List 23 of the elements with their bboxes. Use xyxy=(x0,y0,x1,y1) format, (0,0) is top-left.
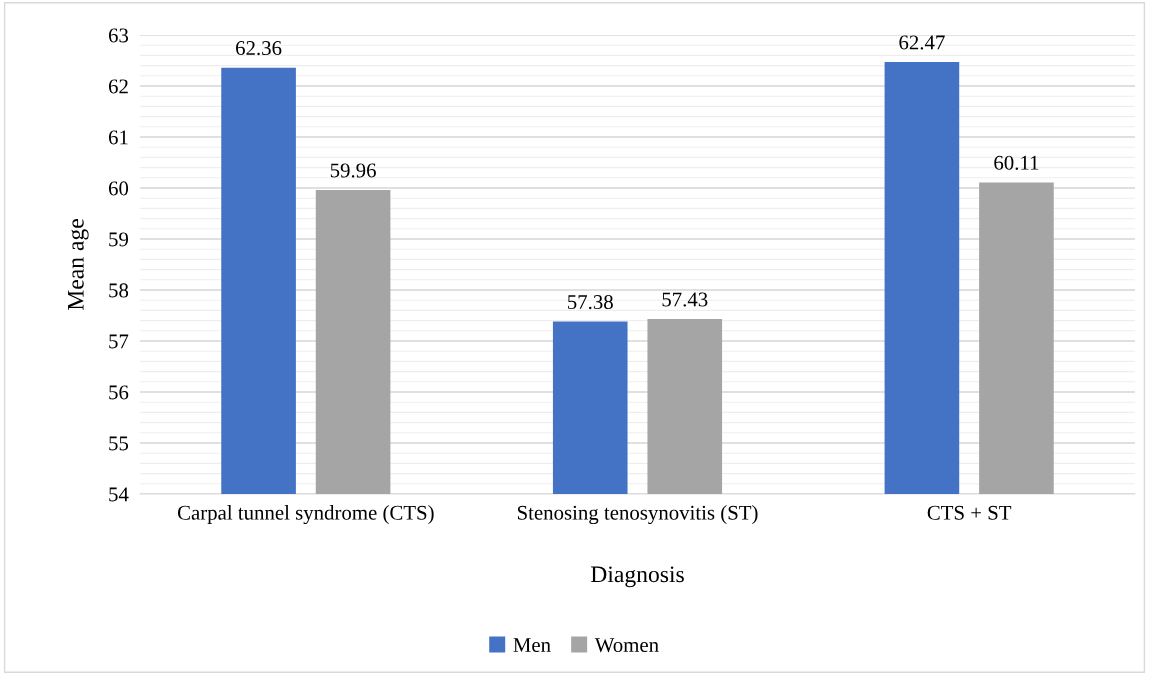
y-tick-label: 57 xyxy=(109,334,129,349)
y-tick-label: 59 xyxy=(109,232,129,247)
y-tick-label: 54 xyxy=(109,487,129,502)
data-label: 57.38 xyxy=(568,295,613,310)
y-tick-label: 62 xyxy=(108,79,128,94)
y-tick-label: 61 xyxy=(108,130,128,145)
x-axis-title: Diagnosis xyxy=(590,566,684,588)
y-tick-label: 58 xyxy=(109,283,129,298)
x-tick-label: CTS + ST xyxy=(927,505,1012,520)
legend-label: Men xyxy=(513,638,551,653)
data-label: 62.36 xyxy=(236,41,282,56)
x-tick-label: Carpal tunnel syndrome (CTS) xyxy=(177,505,434,525)
x-tick-label: Stenosing tenosynovitis (ST) xyxy=(517,505,758,525)
legend-label: Women xyxy=(594,638,659,653)
y-tick-label: 55 xyxy=(109,436,129,451)
y-axis-title: Mean age xyxy=(68,219,89,311)
data-label: 59.96 xyxy=(330,163,376,178)
y-tick-label: 60 xyxy=(108,181,129,196)
data-label: 62.47 xyxy=(899,35,945,50)
data-label: 57.43 xyxy=(662,292,708,307)
y-tick-label: 63 xyxy=(108,28,129,43)
data-label: 60.11 xyxy=(994,155,1039,170)
y-tick-label: 56 xyxy=(109,385,129,400)
